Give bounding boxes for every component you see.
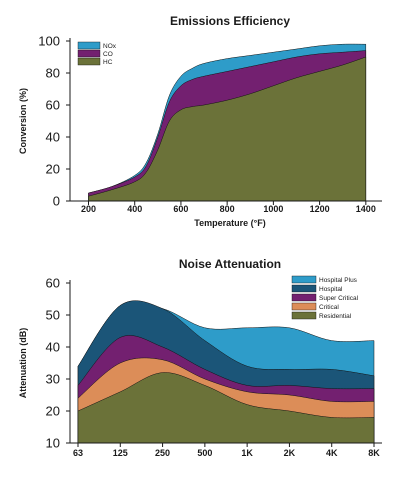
chart-emissions-efficiency: Emissions Efficiency 0 20 40 60 80 100 200 400 60… bbox=[18, 14, 382, 228]
legend-label-hospital-plus: Hospital Plus bbox=[319, 277, 358, 284]
y-tick-label: 100 bbox=[38, 34, 60, 49]
area-hc bbox=[88, 56, 367, 202]
x-tick-label: 4K bbox=[326, 448, 338, 458]
y-axis-label: Conversion (%) bbox=[18, 88, 28, 154]
x-tick-label: 1400 bbox=[356, 204, 376, 214]
x-tick-label: 400 bbox=[127, 204, 142, 214]
legend-swatch-hc bbox=[77, 57, 101, 66]
legend-label-hc: HC bbox=[103, 59, 113, 66]
x-tick-label: 8K bbox=[368, 448, 380, 458]
chart-title: Emissions Efficiency bbox=[170, 14, 290, 28]
y-tick-label: 50 bbox=[46, 308, 60, 323]
x-tick-label: 200 bbox=[81, 204, 96, 214]
legend-swatch-critical bbox=[291, 302, 317, 311]
x-tick-label: 1000 bbox=[263, 204, 283, 214]
legend-label-co: CO bbox=[103, 51, 113, 58]
area-residential bbox=[77, 372, 375, 444]
y-tick-label: 60 bbox=[46, 276, 60, 291]
legend-label-super-critical: Super Critical bbox=[319, 295, 359, 302]
y-tick-label: 30 bbox=[46, 372, 60, 387]
legend-label-nox: NOx bbox=[103, 43, 117, 50]
legend-swatch-hospital-plus bbox=[291, 275, 317, 284]
legend-swatch-super-critical bbox=[291, 293, 317, 302]
chart-noise-attenuation: Noise Attenuation 10 20 30 40 50 60 63 125 250 500… bbox=[18, 257, 382, 458]
x-tick-label: 250 bbox=[155, 448, 170, 458]
y-tick-label: 20 bbox=[46, 162, 60, 177]
x-tick-label: 500 bbox=[197, 448, 212, 458]
y-tick-label: 40 bbox=[46, 340, 60, 355]
x-tick-label: 1K bbox=[241, 448, 253, 458]
y-tick-label: 0 bbox=[53, 194, 60, 209]
x-tick-label: 2K bbox=[284, 448, 296, 458]
x-tick-label: 800 bbox=[220, 204, 235, 214]
x-tick-label: 1200 bbox=[310, 204, 330, 214]
legend-label-hospital: Hospital bbox=[319, 286, 343, 293]
y-tick-label: 60 bbox=[46, 98, 60, 113]
y-tick-label: 10 bbox=[46, 436, 60, 451]
legend-swatch-hospital bbox=[291, 284, 317, 293]
chart-title: Noise Attenuation bbox=[179, 257, 281, 271]
legend: Hospital Plus Hospital Super Critical Criti… bbox=[291, 275, 359, 320]
y-tick-label: 20 bbox=[46, 404, 60, 419]
x-tick-label: 125 bbox=[113, 448, 128, 458]
y-axis-label: Attenuation (dB) bbox=[18, 328, 28, 398]
y-tick-label: 80 bbox=[46, 66, 60, 81]
x-tick-label: 63 bbox=[73, 448, 83, 458]
legend-swatch-residential bbox=[291, 311, 317, 320]
y-tick-label: 40 bbox=[46, 130, 60, 145]
legend-swatch-nox bbox=[77, 41, 101, 50]
x-axis-label: Temperature (°F) bbox=[194, 218, 265, 228]
legend-swatch-co bbox=[77, 49, 101, 58]
legend-label-critical: Critical bbox=[319, 304, 339, 311]
legend-label-residential: Residential bbox=[319, 313, 352, 320]
x-tick-label: 600 bbox=[173, 204, 188, 214]
